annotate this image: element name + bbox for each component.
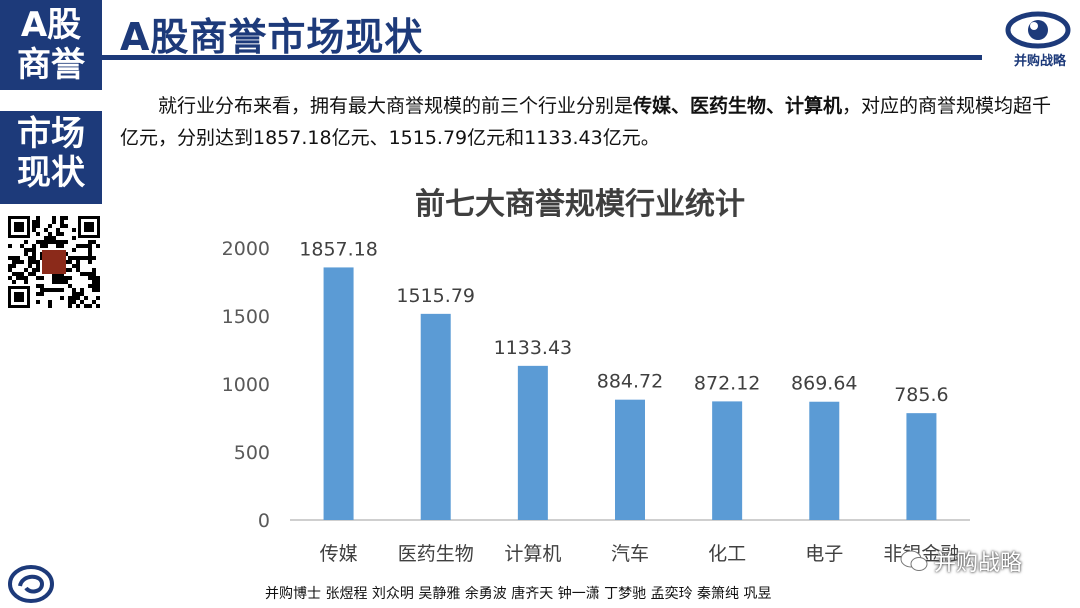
y-tick-label: 500 <box>234 442 270 464</box>
wechat-icon <box>900 550 928 571</box>
sidebar-line-4: 现状 <box>17 153 85 193</box>
data-label: 884.72 <box>597 371 663 393</box>
x-tick-label: 传媒 <box>320 543 358 565</box>
x-tick-label: 医药生物 <box>398 543 474 565</box>
authors-line: 并购博士 张煜程 刘众明 吴静雅 余勇波 唐齐天 钟一潇 丁梦驰 孟奕玲 秦箫纯… <box>265 586 772 602</box>
data-label: 785.6 <box>894 384 948 406</box>
data-label: 869.64 <box>791 373 857 395</box>
data-label: 1133.43 <box>494 337 573 359</box>
bar-chart: 前七大商誉规模行业统计 0 500 1000 1500 2000 1857.18 传媒 1515… <box>222 187 970 565</box>
title-underline <box>102 55 982 60</box>
bar <box>906 413 937 520</box>
bar <box>615 399 645 520</box>
page-title: A股商誉市场现状 <box>120 15 424 59</box>
watermark: 并购战略 <box>900 545 1022 577</box>
eye-logo-icon <box>1005 11 1071 49</box>
sidebar-section-a-share: A股 商誉 <box>0 0 102 90</box>
y-tick-label: 0 <box>258 510 270 532</box>
x-tick-label: 化工 <box>708 543 746 565</box>
data-label: 872.12 <box>694 372 760 394</box>
intro-paragraph: 就行业分布来看，拥有最大商誉规模的前三个行业分别是传媒、医药生物、计算机，对应的… <box>120 90 1060 154</box>
bar <box>420 313 451 520</box>
sidebar-line-3: 市场 <box>17 114 85 154</box>
x-tick-label: 汽车 <box>611 543 649 565</box>
y-tick-label: 2000 <box>222 238 270 260</box>
x-tick-label: 计算机 <box>504 543 561 565</box>
chart-title: 前七大商誉规模行业统计 <box>415 187 745 222</box>
sidebar-line-2: 商誉 <box>17 45 85 85</box>
paragraph-bold: 传媒、医药生物、计算机 <box>633 95 843 117</box>
x-tick-label: 电子 <box>805 543 843 565</box>
watermark-text: 并购战略 <box>934 551 1023 576</box>
paragraph-part-2: ，对应的商誉规模均超千亿元，分别达到1857.18亿元、1515.79亿元和11… <box>120 95 1052 149</box>
bar <box>809 401 840 520</box>
data-label: 1857.18 <box>299 238 378 260</box>
logo-text: 并购战略 <box>1013 54 1066 69</box>
bar <box>517 365 548 520</box>
qr-code-icon <box>8 216 100 308</box>
y-tick-label: 1000 <box>222 374 270 396</box>
bar <box>712 401 743 520</box>
paragraph-part-1: 就行业分布来看，拥有最大商誉规模的前三个行业分别是 <box>158 95 634 117</box>
bar <box>323 267 354 520</box>
sidebar-line-1: A股 <box>20 5 82 45</box>
sidebar-section-market: 市场 现状 <box>0 111 102 204</box>
brand-swirl-icon <box>8 565 54 603</box>
data-label: 1515.79 <box>396 285 475 307</box>
y-tick-label: 1500 <box>222 306 270 328</box>
